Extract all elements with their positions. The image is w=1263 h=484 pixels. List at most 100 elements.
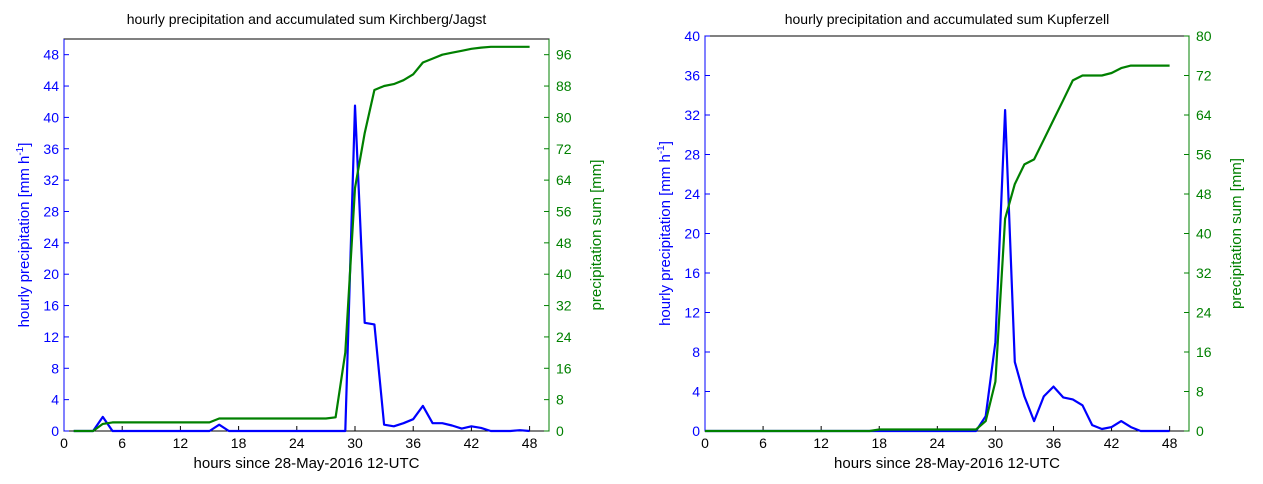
y2-tick-label: 64 — [556, 172, 572, 188]
hourly-point — [112, 430, 114, 432]
hourly-point — [442, 422, 444, 424]
sum-point — [121, 422, 123, 424]
y2-tick-label: 40 — [556, 266, 572, 282]
sum-point — [985, 420, 987, 422]
x-tick-label: 36 — [405, 435, 421, 451]
hourly-point — [141, 430, 143, 432]
sum-point — [180, 422, 182, 424]
x-tick-label: 36 — [1046, 435, 1062, 451]
hourly-point — [403, 422, 405, 424]
sum-point — [374, 89, 376, 91]
sum-point — [878, 429, 880, 431]
sum-point — [228, 418, 230, 420]
y-tick-label: 4 — [692, 384, 700, 400]
y-tick-label: 48 — [43, 47, 59, 63]
sum-point — [908, 429, 910, 431]
sum-point — [724, 430, 726, 432]
sum-point — [403, 79, 405, 81]
y-tick-label: 44 — [43, 78, 59, 94]
hourly-point — [1033, 420, 1035, 422]
x-tick-label: 30 — [347, 435, 363, 451]
hourly-point — [102, 416, 104, 418]
sum-point — [315, 418, 317, 420]
y2-tick-label: 80 — [1196, 28, 1212, 44]
hourly-point — [354, 105, 356, 107]
y-axis-label-superscript: -1 — [15, 146, 26, 155]
y-tick-label: 28 — [684, 147, 700, 163]
y-tick-label: 36 — [684, 68, 700, 84]
y-tick-label: 32 — [43, 172, 59, 188]
hourly-point — [1053, 386, 1055, 388]
y-tick-label: 20 — [43, 266, 59, 282]
sum-point — [500, 46, 502, 48]
x-tick-label: 42 — [1104, 435, 1120, 451]
hourly-point — [1130, 426, 1132, 428]
sum-point — [267, 418, 269, 420]
y2-tick-label: 16 — [556, 360, 572, 376]
y-tick-label: 0 — [692, 423, 700, 439]
sum-point — [1120, 67, 1122, 69]
hourly-point — [471, 426, 473, 428]
y-tick-label: 36 — [43, 141, 59, 157]
hourly-point — [1014, 361, 1016, 363]
sum-point — [92, 430, 94, 432]
hourly-point — [209, 430, 211, 432]
sum-point — [238, 418, 240, 420]
sum-point — [277, 418, 279, 420]
hourly-point — [267, 430, 269, 432]
x-tick-label: 18 — [231, 435, 247, 451]
sum-point — [451, 52, 453, 54]
x-tick-label: 24 — [289, 435, 305, 451]
sum-point — [1053, 119, 1055, 121]
sum-point — [1169, 65, 1171, 67]
hourly-point — [451, 425, 453, 427]
sum-point — [393, 83, 395, 85]
hourly-point — [1169, 430, 1171, 432]
hourly-point — [1091, 424, 1093, 426]
y-axis-label: hourly precipitation [mm h-1] — [656, 141, 674, 326]
hourly-point — [1120, 420, 1122, 422]
hourly-point — [1159, 430, 1161, 432]
x-tick-label: 0 — [701, 435, 709, 451]
y-tick-label: 24 — [43, 235, 59, 251]
accumulated-sum-line — [705, 64, 1170, 433]
y-tick-label: 24 — [684, 186, 700, 202]
x-axis-label: hours since 28-May-2016 12-UTC — [194, 455, 420, 472]
x-tick-label: 6 — [118, 435, 126, 451]
y2-tick-label: 56 — [1196, 147, 1212, 163]
sum-point — [199, 422, 201, 424]
y2-tick-label: 96 — [556, 47, 572, 63]
y-tick-label: 12 — [43, 329, 59, 345]
x-tick-label: 18 — [871, 435, 887, 451]
y2-tick-label: 0 — [1196, 423, 1204, 439]
chart-panel-kupferzell: hourly precipitation and accumulated sum… — [632, 0, 1263, 479]
sum-point — [257, 418, 259, 420]
y-tick-label: 40 — [43, 109, 59, 125]
y2-tick-label: 24 — [556, 329, 572, 345]
sum-point — [354, 187, 356, 189]
hourly-point — [1062, 397, 1064, 399]
sum-point — [1091, 75, 1093, 77]
y2-tick-label: 72 — [556, 141, 572, 157]
hourly-point — [383, 424, 385, 426]
sum-point — [849, 430, 851, 432]
sum-point — [73, 430, 75, 432]
hourly-point — [432, 422, 434, 424]
sum-point — [1004, 218, 1006, 220]
x-tick-label: 0 — [60, 435, 68, 451]
y2-tick-label: 72 — [1196, 68, 1212, 84]
hourly-point — [519, 429, 521, 431]
y2-tick-label: 24 — [1196, 305, 1212, 321]
sum-point — [286, 418, 288, 420]
hourly-point — [1150, 430, 1152, 432]
hourly-point — [1140, 430, 1142, 432]
y2-tick-label: 8 — [556, 392, 564, 408]
sum-point — [1014, 183, 1016, 185]
sum-point — [83, 430, 85, 432]
sum-point — [772, 430, 774, 432]
y-axis-label-superscript: -1 — [656, 145, 667, 154]
hourly-point — [296, 430, 298, 432]
hourly-point — [490, 430, 492, 432]
y-tick-label: 0 — [51, 423, 59, 439]
y-tick-label: 20 — [684, 226, 700, 242]
